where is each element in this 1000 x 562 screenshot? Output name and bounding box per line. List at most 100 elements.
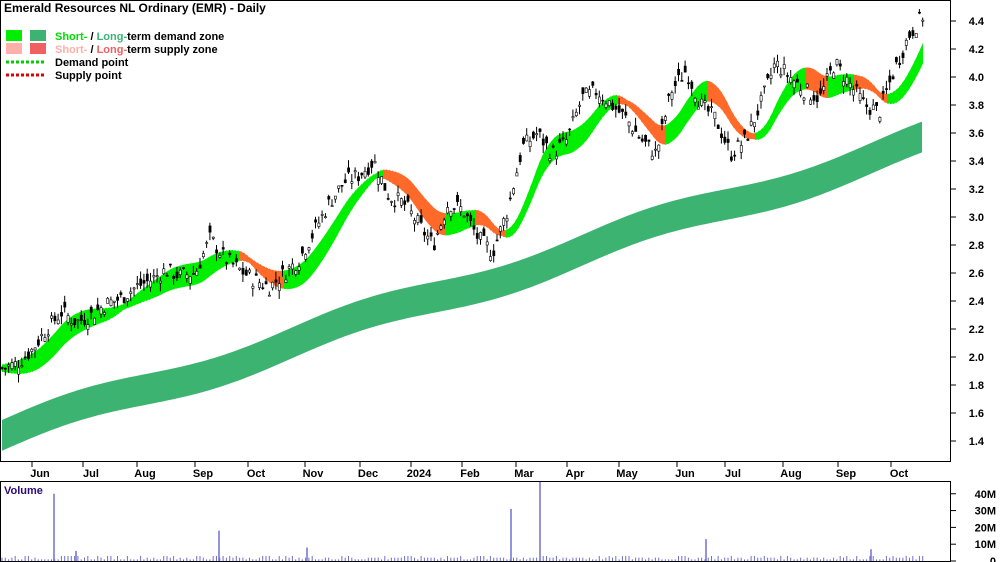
short-term-zone-segment [320, 237, 323, 265]
short-term-zone-segment [164, 271, 167, 294]
short-term-zone-segment [623, 97, 626, 106]
short-term-zone-segment [458, 211, 461, 233]
price-bar [908, 30, 912, 40]
price-bar [842, 74, 846, 94]
legend-supply-point: Supply point [55, 70, 122, 82]
short-term-zone-segment [491, 221, 494, 234]
price-bar [650, 150, 654, 161]
price-bar [753, 122, 756, 133]
price-bar [901, 50, 905, 65]
x-tick-label: Apr [566, 468, 586, 480]
price-bar [109, 296, 113, 307]
short-term-zone-segment [248, 256, 251, 265]
price-bar [647, 139, 651, 147]
short-term-zone-segment [212, 253, 215, 275]
short-term-zone-segment [707, 80, 710, 102]
short-term-zone-segment [725, 98, 728, 120]
price-bar [746, 138, 750, 142]
price-bar [680, 72, 684, 82]
short-term-zone-segment [437, 210, 440, 235]
short-term-zone-segment [281, 270, 284, 289]
price-bar [630, 130, 634, 137]
volume-axis: 0 10M 20M 30M 40M [951, 489, 996, 562]
short-term-zone-segment [308, 253, 311, 280]
legend-short-supply-swatch [6, 43, 22, 54]
short-term-zone-segment [638, 106, 641, 121]
price-bar [221, 240, 225, 256]
price-bar [244, 266, 248, 276]
price-bar [703, 94, 707, 111]
price-bar [83, 312, 87, 327]
legend-demand-point: Demand point [55, 57, 129, 69]
price-bar [756, 104, 760, 120]
price-bar [809, 97, 813, 105]
price-bar [446, 201, 450, 215]
price-bar [723, 130, 727, 145]
legend-demand-short-label: Short- [55, 31, 88, 43]
short-term-zone-segment [890, 92, 893, 105]
short-term-zone-segment [260, 264, 263, 277]
price-bar [188, 276, 192, 290]
price-bar [248, 267, 252, 275]
short-term-zone-segment [356, 186, 359, 204]
short-term-zone-segment [110, 306, 113, 319]
volume-panel-frame [0, 481, 951, 562]
price-bar [522, 136, 525, 145]
price-axis: 1.4 1.6 1.8 2.0 2.2 2.4 2.6 2.8 3.0 3.2 3.4 3.6 3.8 4… [951, 16, 985, 448]
price-bar [119, 290, 123, 298]
short-term-zone-segment [446, 213, 449, 236]
short-term-zone-segment [242, 252, 245, 262]
vol-tick-label: 20M [975, 522, 996, 534]
price-bar [330, 199, 334, 207]
price-bar [413, 217, 417, 232]
price-bar [0, 366, 4, 371]
price-bar [456, 191, 459, 206]
price-bar [670, 90, 674, 107]
price-bar [307, 246, 311, 254]
price-bar [139, 271, 143, 289]
price-bar [759, 91, 763, 109]
price-bar [621, 108, 624, 119]
price-bar [888, 69, 892, 91]
price-bar [198, 257, 202, 269]
x-tick-label: Feb [460, 468, 480, 480]
price-bar [789, 69, 793, 85]
short-term-zone-segment [776, 98, 779, 120]
price-bar [799, 83, 803, 98]
short-term-zone-segment [221, 250, 224, 269]
price-bar [340, 184, 344, 193]
price-bar [274, 271, 278, 290]
price-bar [885, 80, 888, 95]
price-bar [452, 207, 456, 214]
short-term-zone-segment [203, 258, 206, 282]
short-term-zone-segment [263, 265, 266, 280]
short-term-zone-segment [572, 129, 575, 153]
price-bar [50, 312, 54, 323]
price-bar [611, 99, 615, 112]
short-term-zone-segment [695, 85, 698, 112]
price-bar [637, 135, 641, 140]
short-term-zone-segment [653, 120, 656, 140]
price-bar [195, 268, 199, 276]
short-term-zone-segment [50, 334, 53, 360]
short-term-zone-segment [404, 175, 407, 195]
y-tick-label: 2.4 [969, 296, 985, 308]
short-term-zone-segment [761, 126, 764, 140]
price-bar [112, 300, 116, 309]
short-term-zone-segment [395, 171, 398, 187]
short-term-zone-segment [896, 87, 899, 104]
short-term-zone-segment [35, 349, 38, 371]
price-bar [304, 253, 308, 263]
short-term-zone-segment [668, 121, 671, 145]
price-bar [687, 76, 690, 90]
price-bar [749, 113, 753, 127]
legend-demand-long-label: Long- [97, 31, 128, 43]
price-bar [228, 250, 232, 258]
short-term-zone-segment [482, 212, 485, 227]
short-term-zone-segment [440, 211, 443, 236]
price-bar [868, 107, 872, 120]
short-term-zone-segment [464, 210, 467, 230]
short-term-zone-segment [824, 75, 827, 99]
legend-demand-sep: / [87, 31, 96, 43]
